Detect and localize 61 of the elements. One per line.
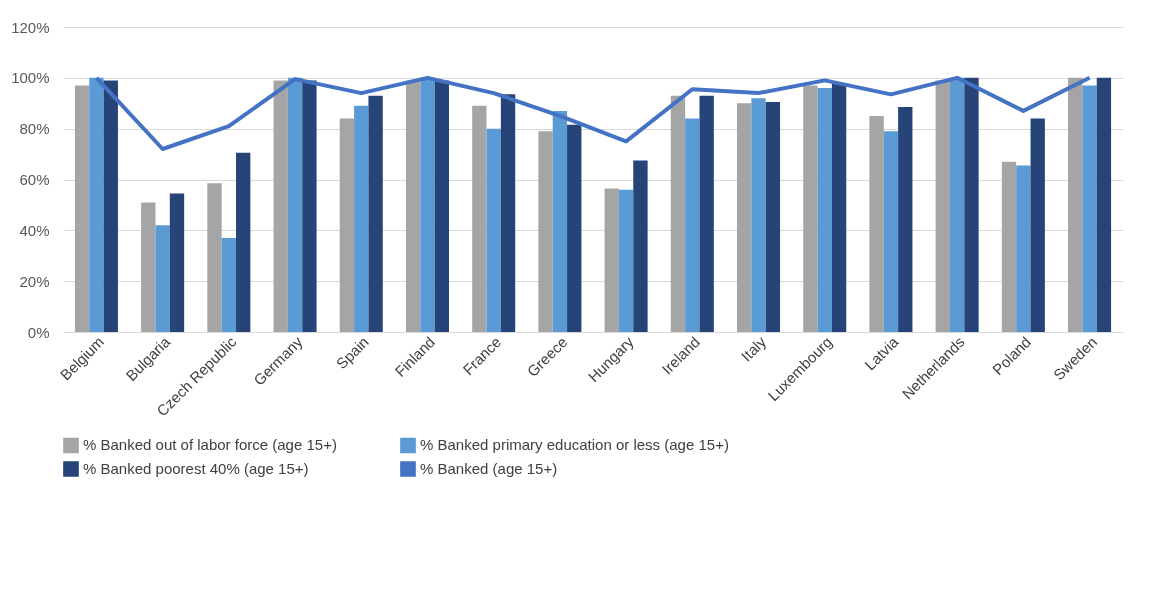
- bar: [935, 80, 950, 332]
- bar: [405, 80, 421, 332]
- bar: [765, 101, 781, 332]
- bar: [472, 105, 487, 332]
- bar: [1001, 161, 1017, 332]
- bar: [1068, 77, 1083, 332]
- bar: [751, 98, 766, 332]
- bar: [964, 77, 979, 332]
- bar: [500, 94, 516, 332]
- x-tick-label: Italy: [737, 332, 770, 365]
- bar: [1096, 77, 1112, 332]
- bar: [869, 115, 884, 332]
- line-series: [94, 75, 1092, 151]
- bar: [420, 77, 435, 332]
- legend-label: % Banked primary education or less (age 15+): [420, 436, 729, 454]
- bar: [141, 202, 156, 332]
- bar: [949, 77, 965, 332]
- bar: [89, 77, 104, 332]
- y-tick-label: 80%: [19, 120, 50, 138]
- legend-label: % Banked out of labor force (age 15+): [83, 436, 337, 454]
- legend-label: % Banked (age 15+): [420, 460, 558, 477]
- y-tick-label: 40%: [19, 221, 50, 239]
- bar: [169, 193, 185, 332]
- bar: [486, 128, 501, 332]
- bar: [633, 160, 648, 332]
- bar: [273, 80, 288, 332]
- bar: [552, 110, 568, 332]
- y-tick-label: 20%: [19, 272, 50, 290]
- bar: [339, 118, 355, 332]
- bar: [287, 77, 303, 332]
- bar: [699, 95, 714, 332]
- bar: [817, 88, 832, 332]
- bar: [74, 85, 90, 332]
- legend-label: % Banked poorest 40% (age 15+): [83, 460, 309, 477]
- bar: [354, 105, 369, 332]
- bar: [155, 225, 170, 332]
- bar: [368, 95, 383, 332]
- bar: [302, 80, 317, 332]
- bar: [207, 183, 222, 332]
- bar: [803, 85, 818, 332]
- y-tick-label: 0%: [27, 323, 50, 341]
- y-tick-label: 100%: [11, 69, 50, 87]
- bar: [831, 82, 847, 332]
- bar: [567, 124, 582, 332]
- y-tick-label: 120%: [11, 18, 50, 36]
- bar: [883, 131, 899, 332]
- bar: [538, 131, 553, 332]
- bar: [221, 237, 237, 332]
- bar: [685, 118, 700, 332]
- bar: [1082, 85, 1097, 332]
- bar: [1016, 165, 1031, 332]
- bar: [737, 103, 752, 332]
- bar: [898, 107, 913, 332]
- bar: [1030, 118, 1045, 332]
- y-tick-label: 60%: [19, 171, 50, 188]
- bar: [670, 95, 686, 332]
- bar: [236, 152, 251, 332]
- bar: [434, 80, 449, 332]
- bar: [103, 80, 118, 332]
- bar: [618, 189, 634, 332]
- bar: [604, 188, 619, 332]
